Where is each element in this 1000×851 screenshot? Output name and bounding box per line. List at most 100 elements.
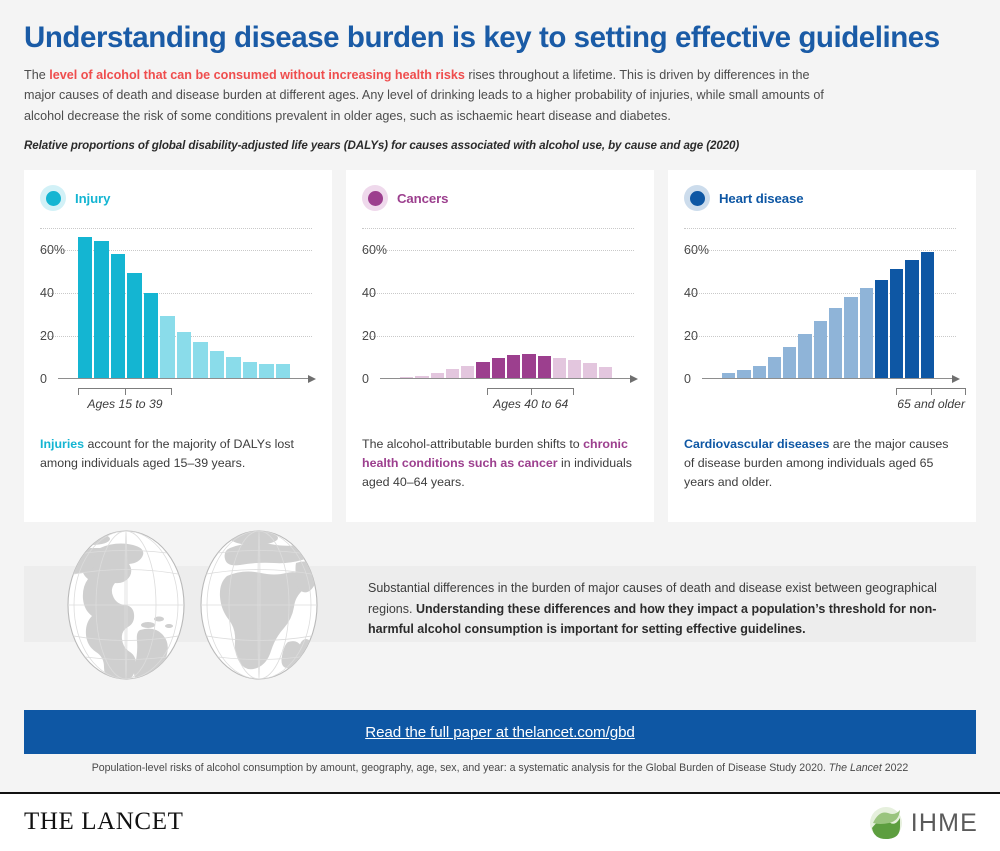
gridline — [40, 292, 312, 294]
gridlines — [362, 222, 638, 397]
bar[interactable] — [890, 269, 904, 379]
gridline — [684, 228, 956, 229]
ihme-logo: IHME — [869, 806, 978, 840]
bar[interactable] — [506, 354, 521, 379]
chart-legend: Cancers — [362, 184, 638, 212]
bar[interactable] — [537, 356, 551, 379]
bar[interactable] — [874, 279, 889, 379]
ihme-mark-icon — [869, 807, 902, 839]
bar[interactable] — [94, 240, 109, 379]
bracket-tick-left — [896, 388, 898, 395]
chart-legend: Injury — [40, 184, 316, 212]
bar[interactable] — [415, 375, 429, 379]
bar-chart: 0 20 40 60% Ages 40 to 64 — [362, 222, 638, 411]
y-axis-tick-label: 60% — [40, 242, 66, 257]
globe-africa-europe-icon — [200, 530, 318, 680]
bar[interactable] — [844, 297, 858, 379]
bracket-tick-middle — [124, 388, 126, 395]
gridline — [684, 249, 956, 251]
bar[interactable] — [226, 357, 241, 379]
age-range-bracket: 65 and older — [896, 381, 966, 411]
bar[interactable] — [491, 357, 505, 379]
bar[interactable] — [552, 357, 567, 379]
x-axis-arrow-icon — [630, 375, 638, 383]
chart-panels: Injury 0 20 40 60% Ages 15 to 39 Injuries acco… — [24, 170, 976, 522]
legend-label: Injury — [75, 190, 111, 206]
bar[interactable] — [920, 251, 934, 379]
footer: THE LANCET IHME — [0, 792, 1000, 851]
x-axis-arrow-icon — [308, 375, 316, 383]
lancet-logo: THE LANCET — [24, 808, 184, 835]
bar[interactable] — [176, 331, 192, 379]
legend-label: Heart disease — [719, 190, 804, 206]
y-axis-tick-label: 60% — [684, 242, 710, 257]
x-axis-line — [702, 378, 954, 379]
bar[interactable] — [209, 350, 225, 379]
bar[interactable] — [110, 253, 126, 379]
bar[interactable] — [242, 361, 258, 379]
bracket-label: Ages 15 to 39 — [87, 397, 163, 411]
bar-chart: 0 20 40 60% Ages 15 to 39 — [40, 222, 316, 411]
panel-caption: Injuries account for the majority of DAL… — [40, 435, 316, 473]
bar[interactable] — [461, 365, 475, 379]
bar[interactable] — [598, 367, 612, 379]
bar[interactable] — [767, 357, 782, 379]
gridline — [40, 228, 312, 229]
bracket-tick-middle — [931, 388, 933, 395]
gridline — [684, 292, 956, 294]
bar[interactable] — [859, 288, 873, 379]
y-axis-tick-label: 40 — [40, 285, 54, 300]
bar[interactable] — [259, 363, 274, 379]
bars-container — [400, 228, 612, 379]
bar[interactable] — [143, 292, 159, 379]
bar[interactable] — [737, 370, 751, 379]
lede-paragraph: The level of alcohol that can be consume… — [24, 65, 829, 126]
bar[interactable] — [783, 346, 797, 379]
bar[interactable] — [722, 372, 736, 379]
bar[interactable] — [583, 363, 597, 379]
y-axis-tick-label: 60% — [362, 242, 388, 257]
bar[interactable] — [752, 366, 766, 379]
bar[interactable] — [813, 320, 827, 379]
x-axis-line — [58, 378, 310, 379]
legend-label: Cancers — [397, 190, 449, 206]
caption-rest: are the major causes of disease burden a… — [684, 437, 949, 489]
lede-text-before: The — [24, 67, 50, 82]
caption-bold: chronic health conditions such as cancer — [362, 437, 628, 470]
age-range-bracket: Ages 40 to 64 — [487, 381, 575, 411]
bar[interactable] — [905, 260, 919, 379]
chart-panel-injury: Injury 0 20 40 60% Ages 15 to 39 Injuries acco… — [24, 170, 332, 522]
panel-caption: The alcohol-attributable burden shifts t… — [362, 435, 638, 492]
geography-callout-text: Substantial differences in the burden of… — [368, 578, 960, 640]
legend-dot-icon — [684, 185, 710, 211]
bracket-label: Ages 40 to 64 — [493, 397, 569, 411]
gridline — [40, 249, 312, 251]
bar[interactable] — [127, 273, 142, 379]
citation-journal: The Lancet — [828, 762, 882, 774]
bracket-tick-right — [573, 388, 575, 395]
bracket-tick-left — [487, 388, 489, 395]
bar[interactable] — [476, 362, 490, 379]
age-range-bracket: Ages 15 to 39 — [78, 381, 172, 411]
bar[interactable] — [160, 316, 175, 379]
bar[interactable] — [430, 373, 444, 379]
bar[interactable] — [193, 342, 208, 379]
read-full-paper-button[interactable]: Read the full paper at thelancet.com/gbd — [24, 710, 976, 754]
page-title: Understanding disease burden is key to s… — [24, 21, 940, 54]
y-axis-tick-label: 20 — [362, 328, 376, 343]
bar[interactable] — [568, 360, 582, 379]
bar[interactable] — [828, 307, 843, 379]
caption-bold: Cardiovascular diseases — [684, 437, 830, 451]
chart-panel-cancers: Cancers 0 20 40 60% Ages 40 to 64 The alcohol-… — [346, 170, 654, 522]
bar[interactable] — [798, 333, 812, 379]
globes-graphic — [44, 530, 344, 680]
gridlines — [40, 222, 316, 397]
bar[interactable] — [522, 353, 536, 379]
bracket-tick-middle — [530, 388, 532, 395]
x-axis-arrow-icon — [952, 375, 960, 383]
bar[interactable] — [445, 369, 460, 379]
bar[interactable] — [275, 363, 291, 379]
bar[interactable] — [78, 236, 93, 379]
ihme-wordmark: IHME — [910, 808, 978, 837]
